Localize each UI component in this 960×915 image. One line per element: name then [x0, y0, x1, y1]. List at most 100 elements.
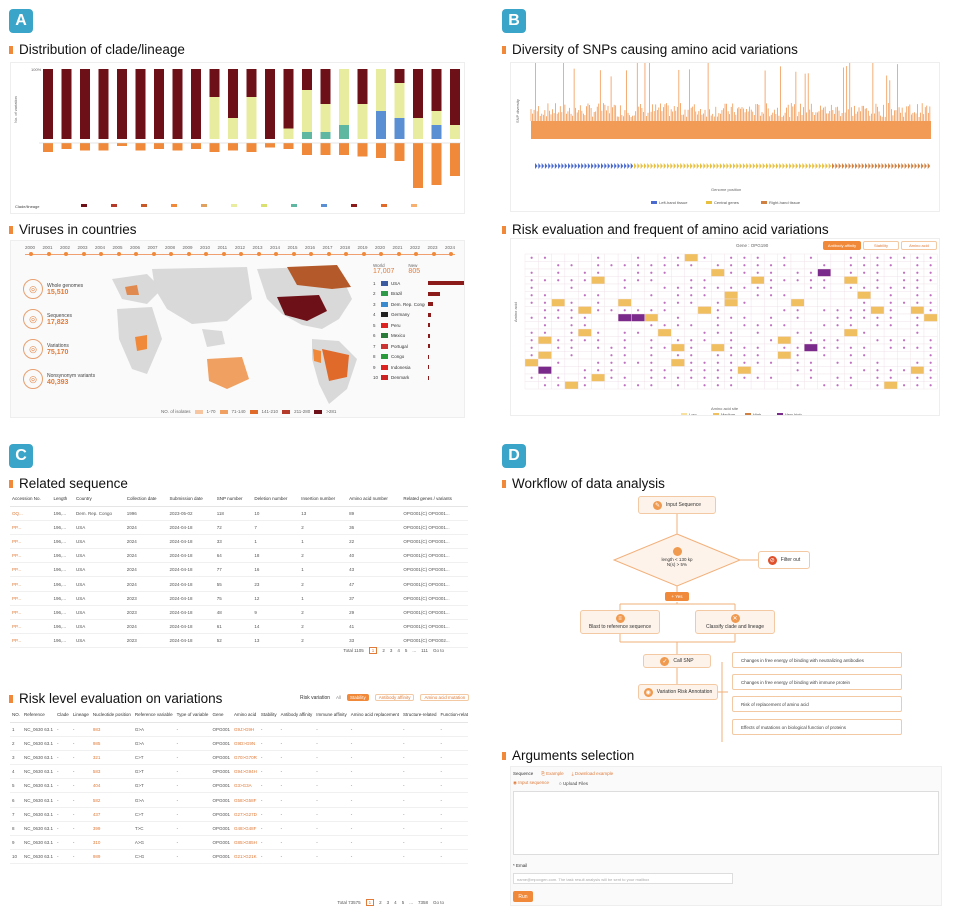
table-row[interactable]: PP... 196,... USA 2024 2024-04-18 72 7 2 36 OPG00… — [10, 520, 468, 535]
radio-upload-files[interactable]: ○ Upload Files — [558, 780, 588, 786]
timeline-year[interactable]: 2004 — [95, 245, 106, 250]
table-row[interactable]: 2 NC_0630 63.1- -985 G>A - OPG001 G9D>G9N - - - - -… — [10, 736, 468, 751]
pager-item[interactable]: 111 — [421, 648, 428, 653]
filter-amino-acid[interactable]: Amino acid mutation — [420, 694, 470, 701]
sequence-textarea[interactable] — [513, 791, 939, 855]
table-row[interactable]: PP... 196,... USA 2023 2024-04-18 48 9 2 29 OPG00… — [10, 605, 468, 621]
filter-all[interactable]: All — [336, 695, 342, 700]
table-row[interactable]: 5 NC_0630 63.1- -404 G>T - OPG001 G3>G3A - - - - - - — [10, 778, 468, 794]
pager-item[interactable]: Go to — [432, 900, 444, 905]
table-row[interactable]: PP... 196,... USA 2024 2024-04-18 61 14 2 41 OPG0… — [10, 619, 468, 635]
table-cell[interactable]: G94>G94H — [231, 764, 259, 780]
year-timeline[interactable]: 2000 2001 2002 2003 2004 2005 2006 2007 2008 2009… — [25, 245, 455, 259]
radio-input-sequence[interactable]: ◉ Input sequence — [513, 780, 549, 785]
timeline-year[interactable]: 2014 — [270, 245, 281, 250]
table-header[interactable]: Length — [51, 492, 75, 507]
country-row[interactable]: 2 Brazil — [373, 289, 464, 299]
table-cell[interactable]: PP... — [10, 605, 52, 621]
timeline-year[interactable]: 2003 — [77, 245, 88, 250]
table-header[interactable]: Reference — [22, 708, 56, 723]
table-row[interactable]: OQ... 196,... Dem. Rep. Congo 1996 2023-05-0… — [10, 506, 468, 521]
risk-heatmap[interactable]: Amino acid Amino acid site Low Medium High Ve… — [511, 252, 940, 416]
table-header[interactable]: Related genes / variants — [401, 492, 468, 507]
timeline-dot[interactable] — [309, 252, 313, 256]
table-row[interactable]: 7 NC_0630 63.1- -437 C>T - OPG001 G27>G27D - - - -… — [10, 807, 468, 822]
timeline-dot[interactable] — [64, 252, 68, 256]
pager-item[interactable]: 2 — [379, 900, 382, 905]
timeline-year[interactable]: 2016 — [305, 245, 316, 250]
pager-item[interactable]: 1 — [368, 647, 378, 654]
table-cell[interactable]: G3>G3A — [231, 778, 259, 794]
table-cell[interactable]: PP... — [10, 591, 52, 606]
table-header[interactable]: Deletion number — [252, 492, 300, 507]
timeline-dot[interactable] — [326, 252, 331, 256]
timeline-dot[interactable] — [221, 252, 226, 256]
table-cell[interactable]: PP... — [10, 619, 52, 635]
timeline-year[interactable]: 2015 — [287, 245, 298, 250]
table-header[interactable]: Antibody affinity — [278, 708, 315, 723]
timeline-dot[interactable] — [449, 252, 453, 256]
timeline-dot[interactable] — [396, 252, 401, 256]
timeline-year[interactable]: 2023 — [427, 245, 438, 250]
tab-stability[interactable]: Stability — [863, 241, 899, 250]
country-row[interactable]: 5 Peru — [373, 320, 464, 330]
timeline-dot[interactable] — [169, 252, 173, 256]
email-input[interactable]: name@mpoxgen.com. The task result analys… — [513, 873, 733, 884]
table-cell[interactable]: OQ... — [10, 506, 52, 521]
table-header[interactable]: Amino acid number — [347, 492, 402, 507]
timeline-dot[interactable] — [134, 252, 138, 256]
table-header[interactable]: Immune affinity — [314, 708, 349, 723]
timeline-year[interactable]: 2010 — [200, 245, 211, 250]
timeline-year[interactable]: 2024 — [445, 245, 456, 250]
table-cell[interactable]: PP... — [10, 633, 52, 649]
table-header[interactable]: Accession No. — [10, 492, 52, 507]
timeline-year[interactable]: 2021 — [392, 245, 403, 250]
timeline-dot[interactable] — [379, 252, 383, 256]
table-header[interactable]: NO. — [10, 708, 23, 723]
sequence-pager[interactable]: Total 1105 1 2 3 4 5... 111 Go to — [343, 647, 444, 654]
timeline-dot[interactable] — [99, 252, 103, 256]
timeline-year[interactable]: 2012 — [235, 245, 246, 250]
timeline-dot[interactable] — [414, 252, 418, 256]
pager-item[interactable]: 5 — [404, 648, 408, 653]
timeline-year[interactable]: 2018 — [340, 245, 351, 250]
timeline-dot[interactable] — [256, 252, 261, 256]
table-header[interactable]: Insertion number — [299, 492, 348, 507]
pager-item[interactable]: ... — [412, 648, 417, 653]
table-header[interactable]: Collection date — [124, 492, 168, 507]
risk-pager[interactable]: Total 73575 1 2 3 4 5... 7358 Go to — [337, 899, 444, 906]
pager-item[interactable]: 2 — [382, 648, 385, 653]
timeline-year[interactable]: 2019 — [357, 245, 368, 250]
table-cell[interactable]: G85>G85H — [231, 835, 259, 851]
timeline-dot[interactable] — [344, 252, 348, 256]
table-header[interactable]: Lineage — [70, 708, 91, 723]
table-cell[interactable]: PP... — [10, 562, 52, 578]
table-cell[interactable]: PP... — [10, 576, 52, 592]
timeline-year[interactable]: 2013 — [252, 245, 263, 250]
country-row[interactable]: 3 Dem. Rep. Congo — [373, 299, 464, 309]
timeline-year[interactable]: 2005 — [112, 245, 123, 250]
pager-item[interactable]: 4 — [397, 648, 400, 653]
table-row[interactable]: 8 NC_0630 63.1- -399 T>C - OPG001 G48>G48F - - - -… — [10, 821, 468, 837]
pager-item[interactable]: 3 — [389, 648, 393, 653]
timeline-dot[interactable] — [116, 252, 121, 256]
timeline-year[interactable]: 2009 — [182, 245, 193, 250]
country-row[interactable]: 6 Mexico — [373, 331, 464, 341]
country-row[interactable]: 7 Portugal — [373, 341, 464, 351]
timeline-year[interactable]: 2000 — [25, 245, 36, 250]
timeline-year[interactable]: 2017 — [322, 245, 333, 250]
timeline-dot[interactable] — [291, 252, 296, 256]
table-row[interactable]: 9 NC_0630 63.1- -310 A>G - OPG001 G85>G85H - - - -… — [10, 835, 468, 851]
timeline-year[interactable]: 2002 — [60, 245, 71, 250]
table-cell[interactable]: G21>G21K — [231, 849, 259, 865]
timeline-year[interactable]: 2008 — [165, 245, 176, 250]
pager-item[interactable]: 7358 — [417, 900, 428, 905]
timeline-dot[interactable] — [46, 252, 51, 256]
tab-antibody-affinity[interactable]: Antibody affinity — [823, 241, 861, 250]
country-row[interactable]: 9 Indonesia — [373, 362, 464, 372]
table-cell[interactable]: G9J>G9H — [231, 722, 259, 737]
timeline-year[interactable]: 2001 — [42, 245, 53, 250]
table-cell[interactable]: G58>G58F — [231, 792, 259, 808]
run-button[interactable]: Run — [513, 891, 533, 902]
timeline-year[interactable]: 2022 — [410, 245, 421, 250]
